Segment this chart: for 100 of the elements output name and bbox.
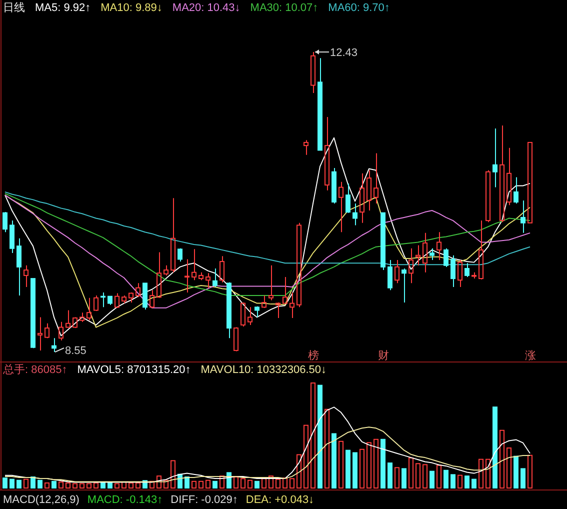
bar — [10, 478, 14, 488]
chart-title: 日线 — [3, 1, 25, 14]
bar — [520, 468, 526, 488]
bar — [500, 430, 504, 488]
candlestick — [436, 232, 442, 260]
bar — [184, 476, 190, 488]
bar — [346, 450, 350, 488]
bar — [58, 482, 64, 488]
bar — [324, 408, 330, 488]
text: MA60: 9.70↑ — [328, 2, 390, 14]
candlestick — [492, 128, 498, 188]
bar — [80, 483, 84, 488]
bar — [492, 406, 498, 488]
bar — [430, 470, 434, 488]
bar — [240, 478, 246, 488]
bar — [72, 483, 78, 488]
bar — [2, 478, 8, 488]
bar — [528, 454, 532, 488]
candlestick — [184, 258, 190, 293]
bar — [206, 480, 210, 488]
bar — [38, 480, 42, 488]
bar — [254, 480, 260, 488]
bar — [52, 480, 56, 488]
text: MACD(12,26,9) — [3, 494, 80, 506]
bar — [478, 458, 484, 488]
text: MA10: 9.89↓ — [100, 2, 162, 14]
candlestick — [360, 172, 364, 224]
chart-title: 总手: 86085↑ — [2, 363, 68, 376]
candlestick — [324, 116, 330, 191]
bar — [444, 470, 448, 488]
bar — [402, 468, 406, 488]
text: MA5: 9.92↑ — [35, 2, 91, 14]
bar — [458, 474, 462, 488]
candlestick — [206, 272, 210, 288]
annotation: 8.55 — [65, 345, 86, 357]
bar — [514, 456, 518, 488]
text: MA20: 10.43↓ — [172, 2, 240, 14]
bar — [310, 382, 316, 488]
candlestick — [16, 238, 22, 296]
bar — [136, 482, 140, 488]
bar — [290, 478, 294, 488]
text: DEA: +0.043↓ — [246, 494, 314, 506]
bar — [464, 476, 470, 488]
text: DIFF: -0.029↑ — [170, 494, 238, 506]
text: MAVOL10: 10332306.50↓ — [200, 364, 327, 376]
bar — [436, 464, 442, 488]
candlestick — [366, 170, 372, 212]
bar — [86, 483, 92, 488]
bar — [472, 478, 476, 488]
bar — [198, 480, 204, 488]
bar — [24, 478, 28, 488]
candlestick — [408, 248, 414, 284]
bar — [94, 482, 98, 488]
bar — [422, 464, 428, 488]
bar — [338, 440, 344, 488]
bar — [66, 482, 70, 488]
bar — [380, 438, 386, 488]
candlestick — [520, 200, 526, 234]
bar — [318, 384, 322, 488]
candlestick — [38, 316, 42, 351]
bar — [276, 478, 280, 488]
bar — [408, 457, 414, 488]
candlestick — [100, 292, 106, 308]
bar — [170, 460, 176, 488]
bar — [282, 478, 288, 488]
candlestick — [416, 244, 420, 266]
bar — [352, 452, 358, 488]
bar — [332, 433, 336, 488]
x-tick-label: 财 — [378, 349, 389, 362]
bar — [366, 442, 372, 488]
bar — [506, 447, 512, 488]
bar — [16, 480, 22, 488]
text: MA30: 10.07↑ — [250, 2, 318, 14]
candlestick — [352, 203, 358, 226]
bar — [114, 483, 120, 488]
x-tick-label: 榜 — [308, 349, 319, 362]
x-tick-label: 涨 — [525, 350, 536, 362]
bar — [374, 438, 378, 488]
candlestick — [290, 292, 294, 318]
bar — [296, 454, 302, 488]
bar — [450, 474, 456, 488]
bar — [234, 476, 238, 488]
bar — [108, 482, 112, 488]
text: MACD: -0.143↑ — [87, 494, 163, 506]
bar — [248, 480, 252, 488]
bar — [44, 482, 50, 488]
bar — [30, 476, 36, 488]
bar — [416, 463, 420, 488]
text: MAVOL5: 8701315.20↑ — [77, 364, 191, 376]
candlestick — [338, 181, 344, 233]
bar — [128, 482, 134, 488]
bar — [304, 424, 308, 488]
bar — [394, 467, 400, 488]
bar — [192, 480, 196, 488]
bar — [486, 458, 490, 488]
bar — [212, 480, 218, 488]
bar — [262, 478, 266, 488]
bar — [360, 448, 364, 488]
annotation: 12.43 — [330, 47, 358, 59]
candlestick — [422, 232, 428, 273]
